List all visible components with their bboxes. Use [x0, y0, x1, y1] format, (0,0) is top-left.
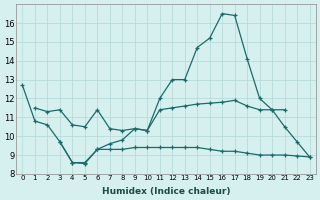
X-axis label: Humidex (Indice chaleur): Humidex (Indice chaleur): [102, 187, 230, 196]
